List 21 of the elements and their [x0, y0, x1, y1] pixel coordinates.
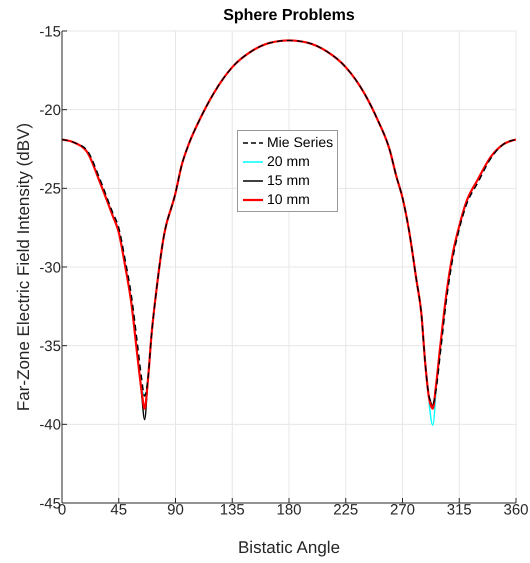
x-tick-label: 225: [333, 502, 358, 519]
y-tick-label: -30: [39, 259, 61, 276]
y-tick-label: -25: [39, 180, 61, 198]
y-tick-label: -40: [39, 416, 61, 434]
x-tick-label: 270: [390, 502, 416, 519]
y-tick-label: -35: [39, 338, 61, 355]
x-tick-label: 45: [110, 502, 128, 519]
x-tick-label: 315: [446, 502, 472, 519]
x-tick-label: 180: [276, 502, 302, 519]
x-axis-title: Bistatic Angle: [238, 538, 340, 557]
legend-label: 10 mm: [267, 190, 310, 209]
legend-label: Mie Series: [267, 133, 334, 152]
y-tick-label: -15: [39, 23, 61, 40]
y-axis-title: Far-Zone Electric Field Intensity (dBV): [14, 122, 34, 412]
x-tick-label: 360: [503, 502, 529, 519]
legend-label: 20 mm: [267, 152, 310, 171]
x-tick-label: 135: [220, 502, 245, 519]
x-tick-label: 90: [167, 502, 184, 519]
chart-title: Sphere Problems: [222, 7, 356, 25]
y-tick-label: -20: [39, 102, 61, 119]
legend-label: 15 mm: [267, 171, 310, 190]
